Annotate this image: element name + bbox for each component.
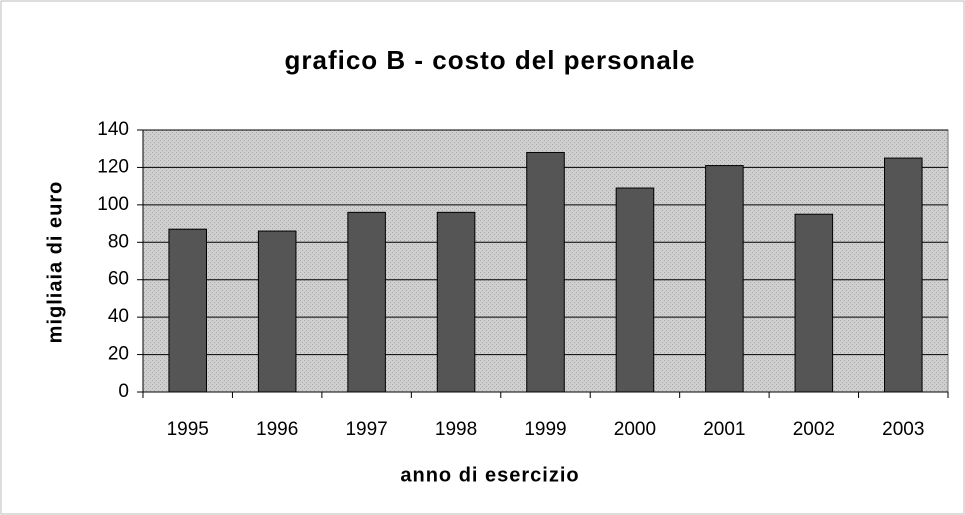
- y-axis-title: migliaia di euro: [44, 181, 66, 344]
- y-tick-label: 0: [118, 381, 129, 402]
- x-tick-label: 1999: [524, 419, 566, 440]
- y-tick-label: 100: [97, 194, 129, 215]
- chart-title: grafico B - costo del personale: [285, 45, 696, 75]
- bar: [794, 213, 834, 393]
- x-tick-label: 1997: [345, 419, 387, 440]
- x-tick-label: 1995: [167, 419, 209, 440]
- bar: [257, 230, 297, 393]
- x-tick-label: 1998: [435, 419, 477, 440]
- x-tick-label: 1996: [256, 419, 298, 440]
- bar: [883, 157, 923, 393]
- y-tick-label: 80: [108, 231, 129, 252]
- x-tick-label: 2003: [882, 419, 924, 440]
- x-axis-title: anno di esercizio: [400, 464, 579, 486]
- bar: [168, 228, 208, 393]
- x-tick-label: 2001: [703, 419, 745, 440]
- bar: [705, 165, 744, 393]
- bar: [347, 211, 386, 393]
- x-tick-label: 2002: [793, 419, 835, 440]
- bar: [526, 151, 565, 393]
- bar: [436, 211, 476, 393]
- y-tick-label: 60: [108, 269, 129, 290]
- y-tick-label: 140: [97, 119, 129, 140]
- y-tick-label: 40: [108, 306, 129, 327]
- y-tick-label: 20: [108, 344, 129, 365]
- bar: [615, 187, 655, 393]
- y-tick-label: 120: [97, 156, 129, 177]
- x-tick-label: 2000: [614, 419, 656, 440]
